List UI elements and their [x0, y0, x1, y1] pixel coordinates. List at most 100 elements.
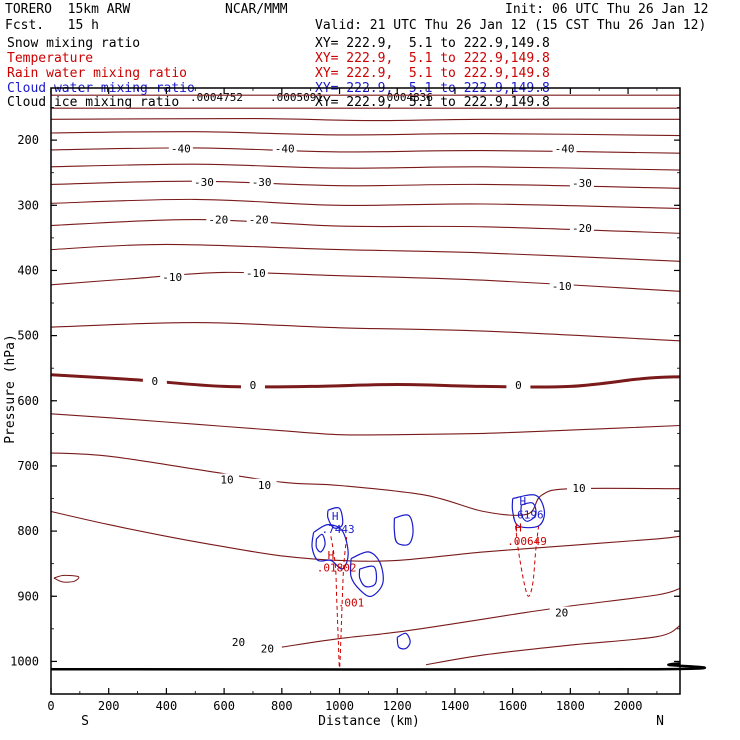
isotherm-label--40-2: -40 — [555, 143, 575, 156]
x-tick-label-7: 1400 — [440, 699, 469, 713]
y-tick-label-2: 400 — [17, 263, 39, 277]
legend-xy-temperature: XY= 222.9, 5.1 to 222.9,149.8 — [315, 51, 550, 66]
y-tick-label-8: 1000 — [10, 654, 39, 668]
isotherm-label-10-0: 10 — [220, 474, 233, 487]
isotherm-label--20-1: -20 — [249, 214, 269, 227]
cloud-water-contour-7 — [520, 502, 537, 522]
y-tick-label-1: 300 — [17, 198, 39, 212]
overlay-value-3: .0004836 — [380, 91, 433, 104]
rain-contour-layer — [330, 525, 540, 669]
y-tick-label-4: 600 — [17, 394, 39, 408]
isotherm-label--20-2: -20 — [572, 222, 592, 235]
isotherm-label-10-1: 10 — [258, 479, 271, 492]
cloud-water-label-1: .7443 — [322, 523, 355, 536]
isotherm-label-20-0: 20 — [232, 636, 245, 649]
init-time: Init: 06 UTC Thu 26 Jan 12 — [505, 2, 709, 17]
isotherm-label--10-0: -10 — [162, 271, 182, 284]
x-tick-label-4: 800 — [271, 699, 293, 713]
y-tick-label-3: 500 — [17, 329, 39, 343]
isotherm-label-bg — [252, 478, 277, 491]
isotherm-label-bg — [168, 142, 193, 155]
isotherm-label-bg — [549, 280, 574, 293]
x-end-label-north: N — [656, 714, 664, 729]
cloud-water-label-0: H — [332, 510, 339, 523]
isotherm-label-0-1: 0 — [250, 379, 257, 392]
isotherm-label-bg — [215, 473, 240, 486]
x-tick-label-5: 1000 — [325, 699, 354, 713]
x-end-label-south: S — [81, 714, 89, 729]
model-title: TORERO 15km ARW — [5, 2, 131, 17]
isotherm-label--40-0: -40 — [171, 143, 191, 156]
isotherm-label-bg — [226, 635, 251, 648]
cloud-water-label-2: H — [519, 495, 526, 508]
isotherm--40 — [50, 147, 681, 154]
isotherm-label-bg — [506, 379, 531, 392]
isotherm-15 — [50, 510, 681, 562]
rain-label-4: .00649 — [507, 535, 547, 548]
x-axis-label: Distance (km) — [318, 714, 420, 729]
plot-frame — [50, 87, 681, 695]
overlay-value-1: .0004752 — [190, 91, 243, 104]
x-tick-label-0: 0 — [47, 699, 54, 713]
isotherm-label-bg — [255, 642, 280, 655]
isotherm--45 — [50, 131, 681, 137]
y-tick-label-7: 900 — [17, 589, 39, 603]
cloud-water-contour-0 — [311, 523, 349, 570]
y-axis-label: Pressure (hPa) — [3, 334, 18, 444]
isotherm--50 — [50, 118, 681, 122]
isotherm--20 — [50, 219, 681, 234]
cloud-water-contour-8 — [396, 632, 411, 650]
y-tick-label-5: 700 — [17, 459, 39, 473]
x-tick-label-2: 400 — [156, 699, 178, 713]
y-tick-label-6: 800 — [17, 524, 39, 538]
cloud-water-contour-3 — [349, 551, 384, 598]
legend-xy-snow: XY= 222.9, 5.1 to 222.9,149.8 — [315, 36, 550, 51]
isotherm-label--30-2: -30 — [572, 177, 592, 190]
cloud-water-contour-2 — [326, 506, 344, 529]
x-tick-label-10: 2000 — [614, 699, 643, 713]
forecast-hour: Fcst. 15 h — [5, 18, 99, 33]
rain-label-0: H — [328, 549, 335, 562]
isotherm-label--30-0: -30 — [194, 176, 214, 189]
legend-label-rain: Rain water mixing ratio — [7, 66, 188, 81]
isotherm--25 — [50, 198, 681, 210]
small-contour-0 — [53, 574, 80, 583]
isotherm-label-bg — [206, 213, 231, 226]
ground-line — [50, 662, 707, 671]
cloud-water-label-3: .6196 — [511, 509, 544, 522]
isotherm-label-bg — [160, 270, 185, 283]
isotherm-5 — [50, 413, 681, 436]
x-tick-label-1: 200 — [98, 699, 120, 713]
isotherm-label--40-1: -40 — [275, 143, 295, 156]
isotherm-label-bg — [567, 482, 592, 495]
cloud-water-contour-6 — [511, 494, 546, 529]
cloud-water-contour-layer — [311, 494, 546, 650]
isotherm-label-20-2: 20 — [555, 607, 568, 620]
isotherm--30 — [50, 180, 681, 189]
rain-contour-1 — [515, 525, 540, 597]
isotherm-10 — [50, 452, 681, 516]
rain-contour-0 — [330, 536, 348, 669]
isotherm-label--20-0: -20 — [208, 214, 228, 227]
isotherm-label-bg — [569, 222, 594, 235]
x-tick-label-8: 1600 — [498, 699, 527, 713]
isotherm-label-bg — [549, 606, 574, 619]
isotherm-label-bg — [569, 177, 594, 190]
isotherm--10 — [50, 271, 681, 292]
isotherm-25 — [426, 625, 681, 666]
legend-label-snow: Snow mixing ratio — [7, 36, 141, 51]
isotherm-label-bg — [240, 379, 265, 392]
legend-xy-rain: XY= 222.9, 5.1 to 222.9,149.8 — [315, 66, 550, 81]
cloud-water-contour-5 — [393, 514, 414, 546]
isotherm-label-bg — [191, 175, 216, 188]
contour-label-layer: -40 -40 -40 -30 -30 -30 -20 -20 -20 -10 -10 -10 0 0 0 1… — [142, 142, 594, 655]
isotherm-label--30-1: -30 — [252, 176, 272, 189]
isotherm-label-0-2: 0 — [515, 379, 522, 392]
cloud-water-contour-1 — [315, 533, 326, 553]
rain-label-1: .01802 — [317, 561, 357, 574]
legend-xy-cloud-ice: XY= 222.9, 5.1 to 222.9,149.8 — [315, 95, 550, 110]
isotherm--5 — [50, 322, 681, 342]
isotherm--15 — [50, 243, 681, 262]
isotherm-label-bg — [243, 267, 268, 280]
